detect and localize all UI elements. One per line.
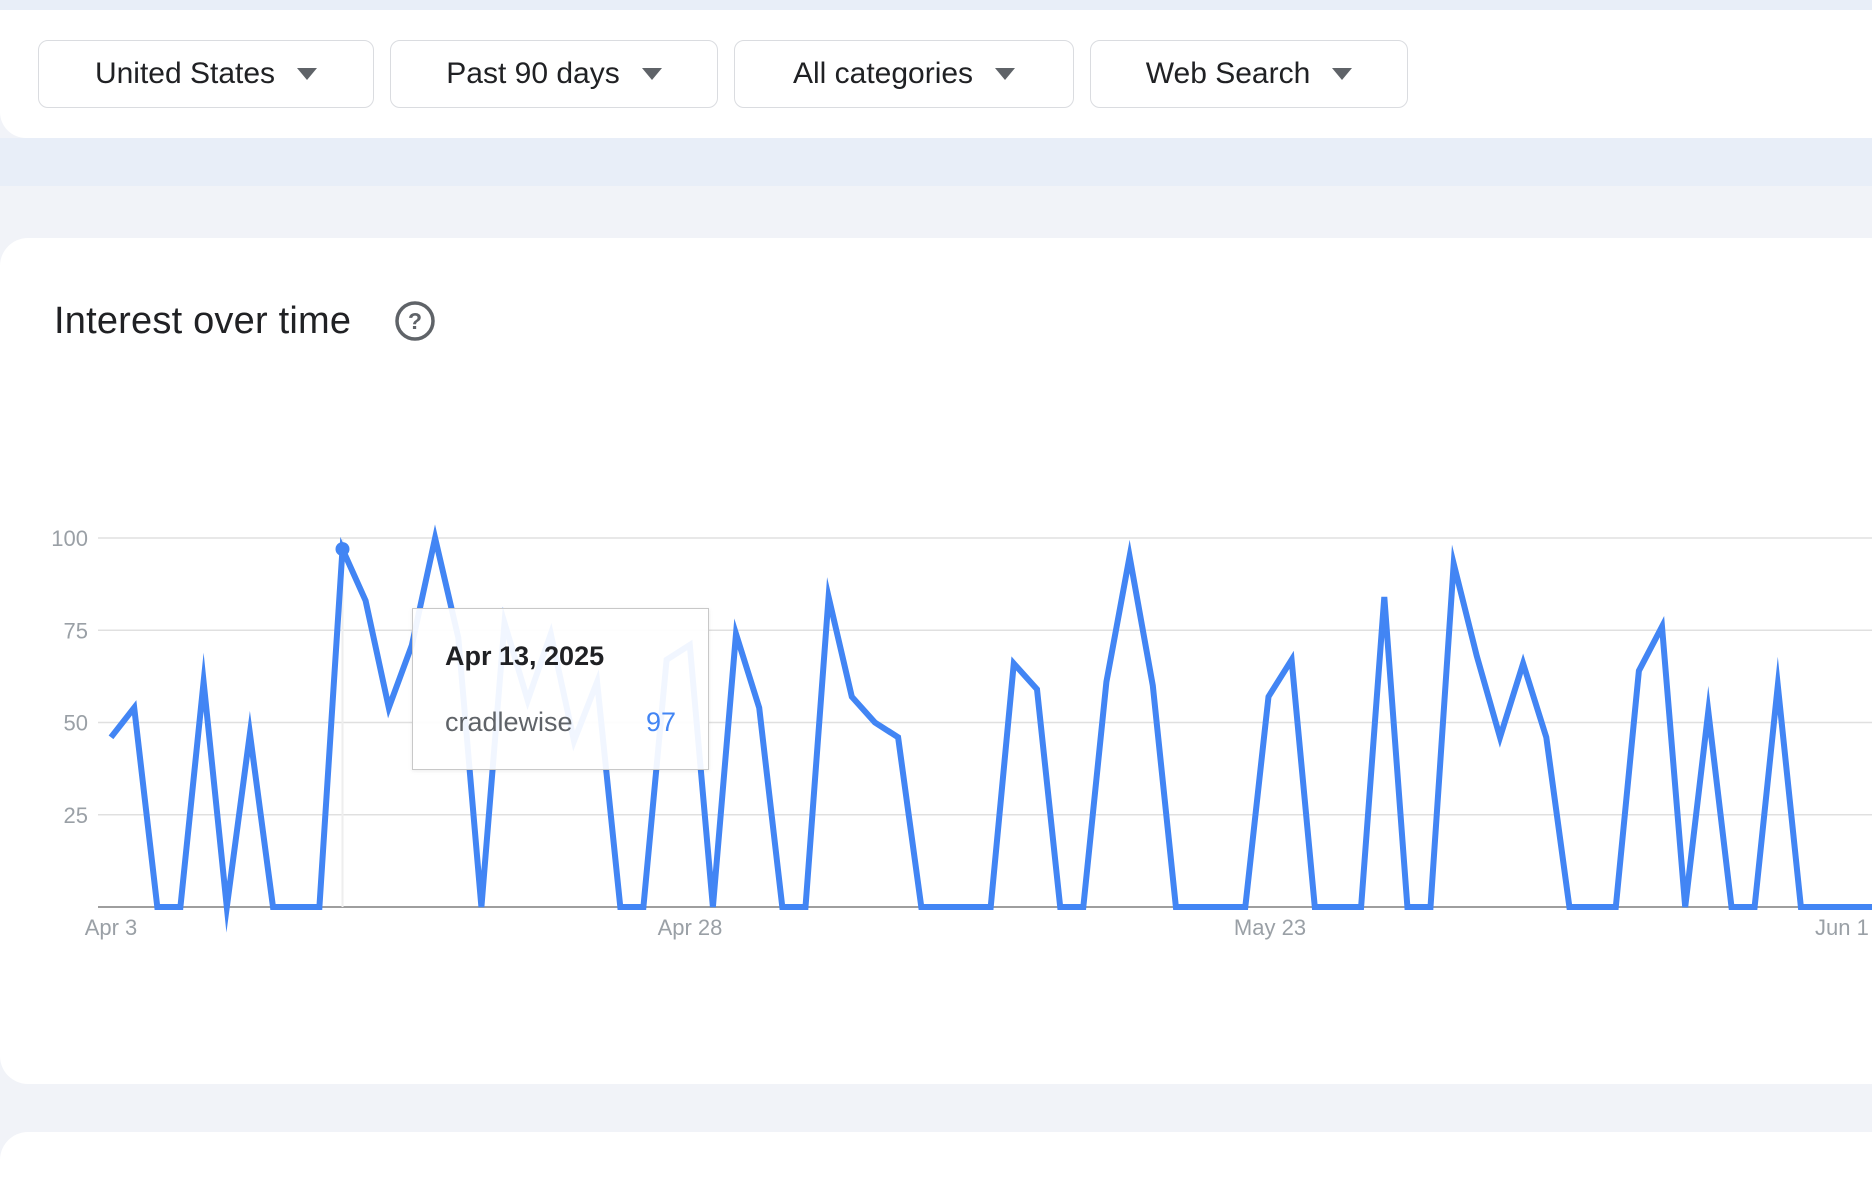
interest-over-time-card	[0, 238, 1872, 1084]
property-filter-dropdown[interactable]: Web Search	[1090, 40, 1408, 108]
highlight-point	[335, 542, 350, 557]
chevron-down-icon	[641, 68, 662, 80]
time-filter-label: Past 90 days	[446, 57, 620, 90]
svg-text:?: ?	[408, 308, 422, 334]
tooltip-value: 97	[645, 707, 676, 737]
tooltip-date: Apr 13, 2025	[445, 641, 605, 671]
tooltip-term: cradlewise	[445, 707, 573, 737]
y-tick-label: 75	[64, 618, 88, 643]
chevron-down-icon	[995, 68, 1016, 80]
x-tick-label: Apr 3	[85, 915, 138, 940]
x-tick-label: May 23	[1234, 915, 1306, 940]
chart-title: Interest over time	[54, 300, 352, 342]
chart-tooltip: Apr 13, 2025 cradlewise 97	[412, 608, 709, 770]
y-tick-label: 25	[64, 803, 88, 828]
geo-filter-label: United States	[94, 57, 276, 90]
y-tick-label: 50	[64, 711, 88, 736]
property-filter-label: Web Search	[1145, 57, 1311, 90]
x-tick-label: Apr 28	[658, 915, 723, 940]
section-divider	[0, 138, 1872, 186]
chevron-down-icon	[297, 68, 318, 80]
help-circle-icon[interactable]: ?	[394, 300, 436, 342]
series-line-cradlewise	[108, 524, 1872, 933]
geo-filter-dropdown[interactable]: United States	[38, 40, 374, 108]
category-filter-label: All categories	[792, 57, 974, 90]
chevron-down-icon	[1332, 68, 1353, 80]
y-tick-label: 100	[51, 526, 88, 551]
time-filter-dropdown[interactable]: Past 90 days	[390, 40, 718, 108]
x-tick-label: Jun 1	[1815, 915, 1869, 940]
top-strip	[0, 0, 1872, 10]
category-filter-dropdown[interactable]: All categories	[734, 40, 1074, 108]
